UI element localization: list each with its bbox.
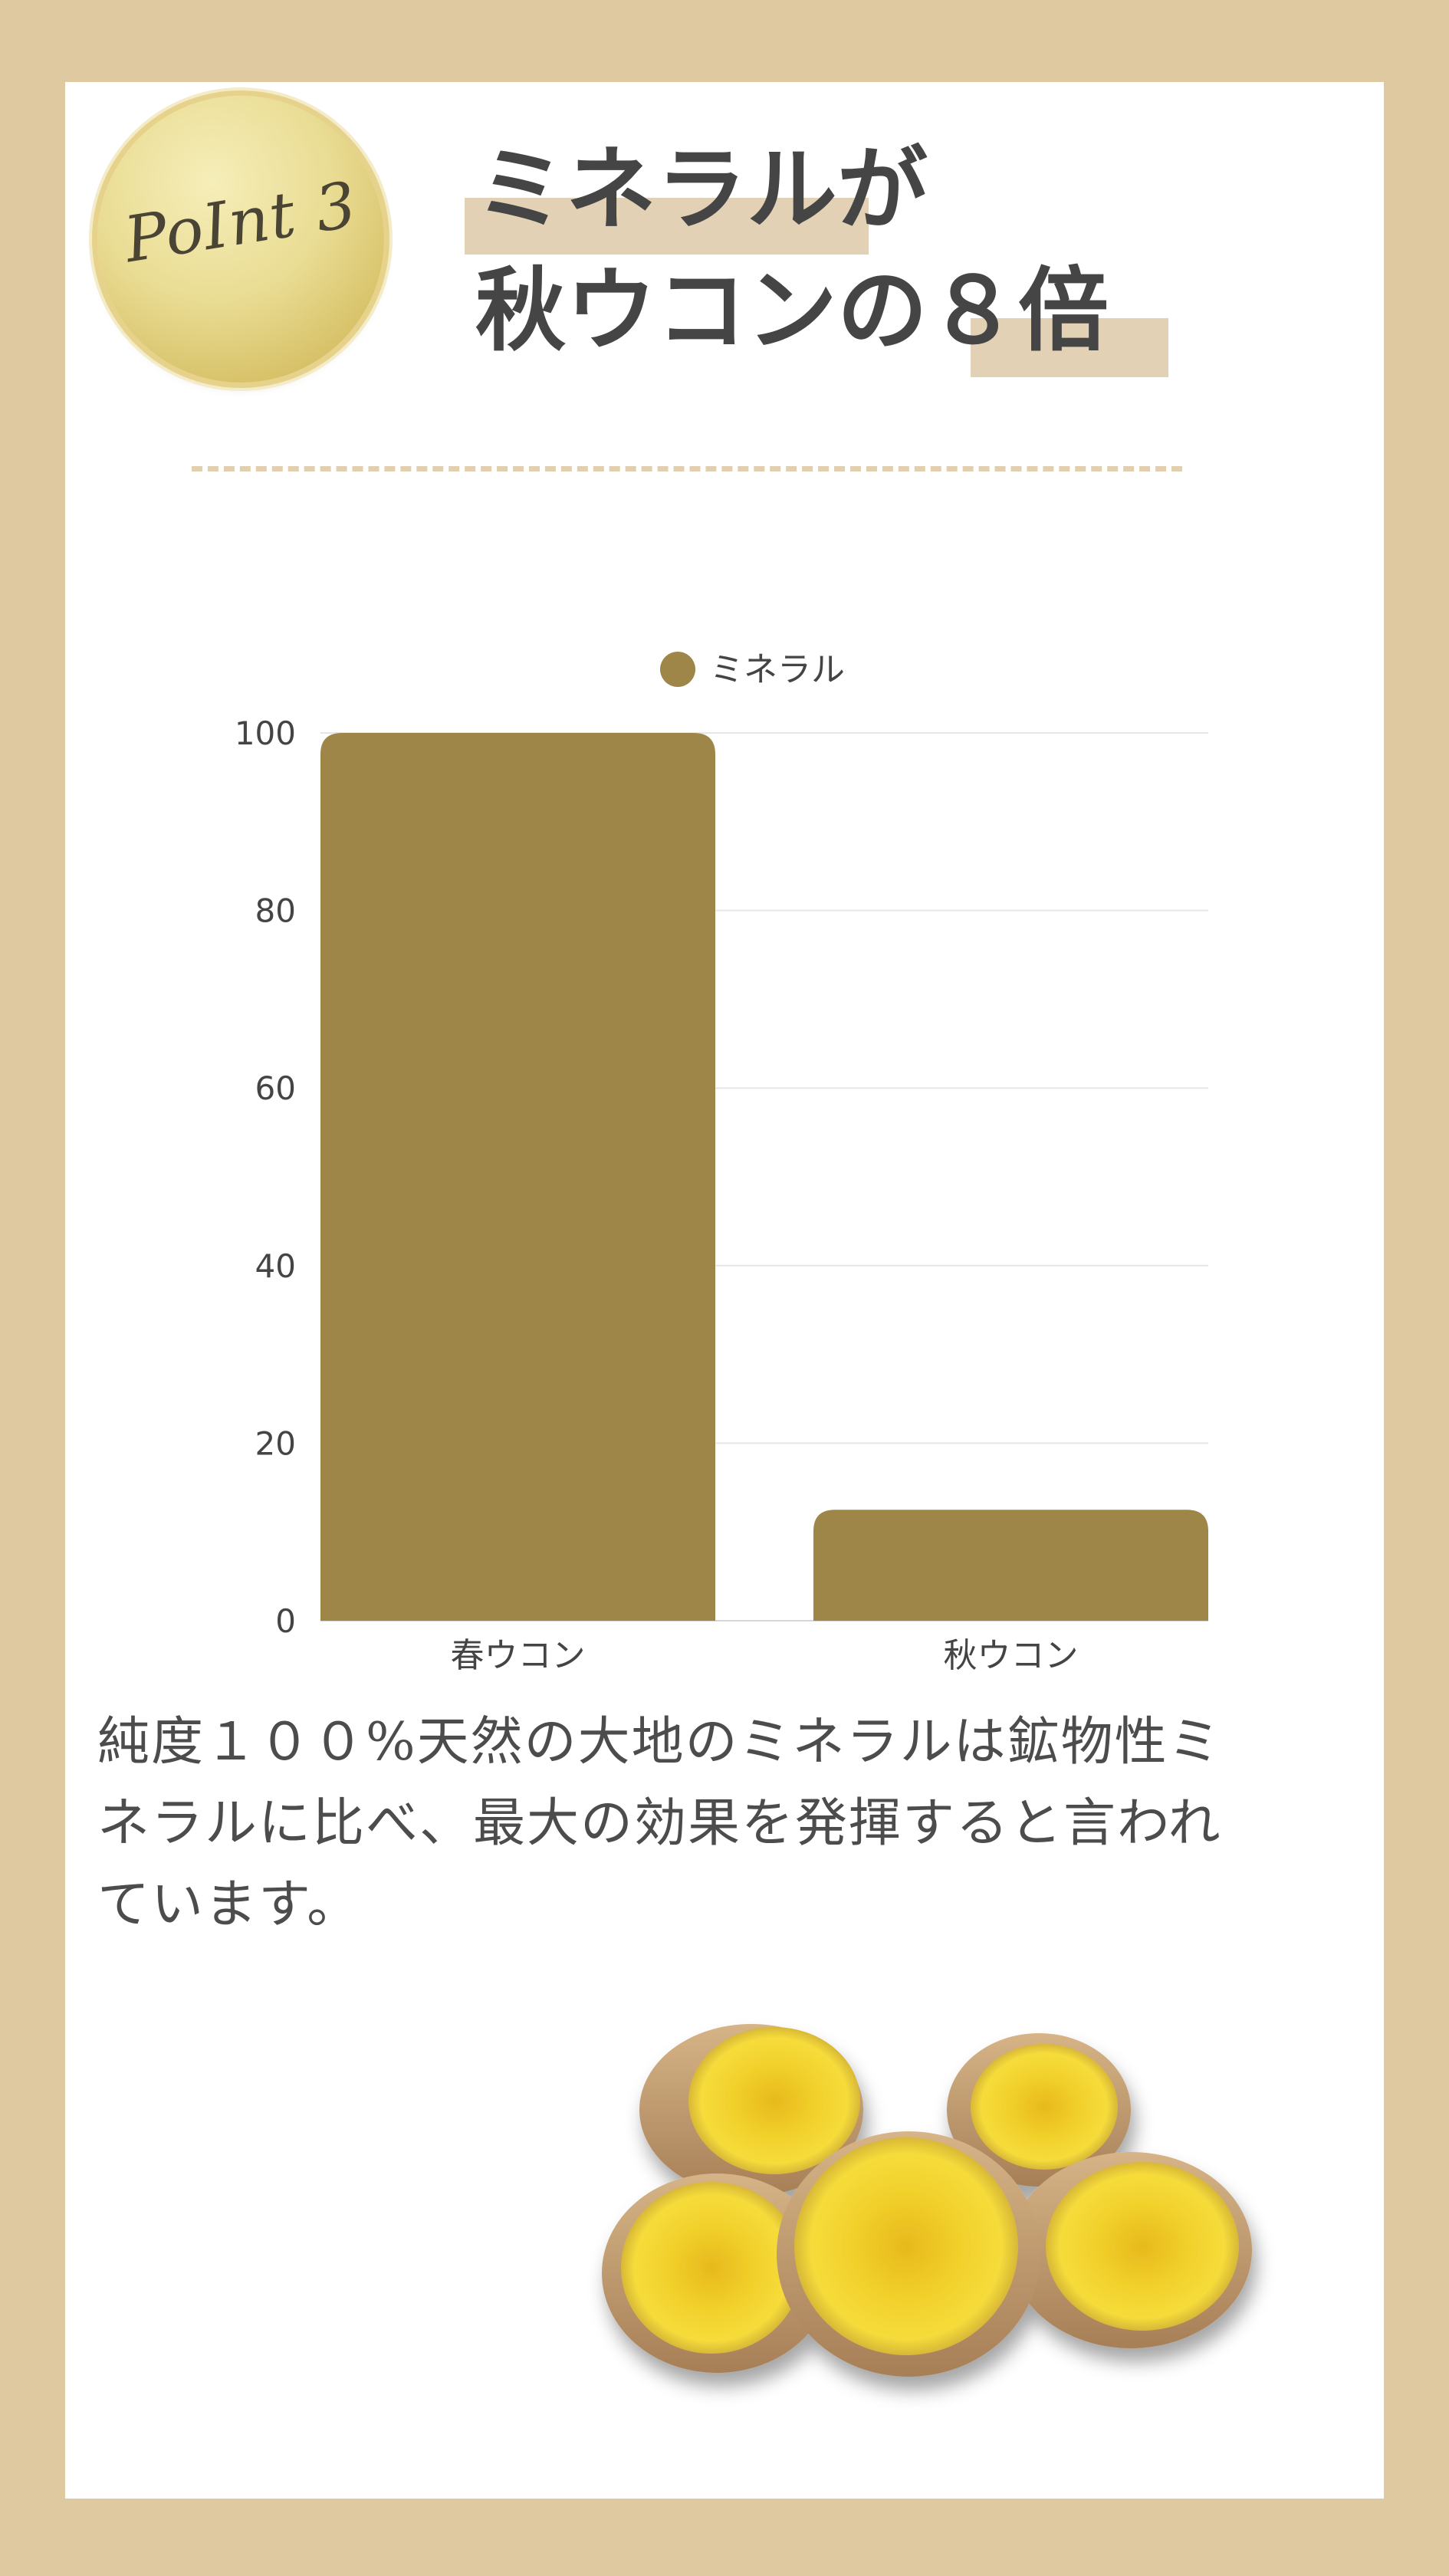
- legend-swatch: [660, 652, 695, 687]
- chart-axis-labels: 0 20 40 60 80 100 春ウコン 秋ウコン: [235, 715, 1079, 1675]
- y-tick-label: 100: [235, 715, 296, 752]
- y-tick-label: 40: [255, 1247, 296, 1285]
- legend-label: ミネラル: [710, 650, 845, 689]
- bar-1: [320, 733, 715, 1621]
- headline: ミネラルが 秋ウコンの８倍: [475, 129, 1109, 371]
- bar-2: [813, 1510, 1208, 1621]
- chart-bars: [320, 733, 1208, 1621]
- headline-highlight-1: [465, 198, 869, 255]
- y-tick-label: 20: [255, 1424, 296, 1462]
- headline-line-2: 秋ウコンの８倍: [475, 257, 1109, 363]
- headline-line-1: ミネラルが: [475, 136, 928, 242]
- y-tick-label: 80: [255, 892, 296, 930]
- x-tick-label: 秋ウコン: [944, 1636, 1079, 1675]
- y-tick-label: 60: [255, 1070, 296, 1107]
- point-badge: PoInt 3: [97, 96, 384, 383]
- dashed-divider: [192, 466, 1182, 472]
- description-text: 純度１００%天然の大地のミネラルは鉱物性ミネラルに比べ、最大の効果を発揮すると言…: [97, 1712, 1222, 1935]
- headline-highlight-2: [971, 318, 1168, 377]
- y-tick-label: 0: [275, 1602, 296, 1640]
- mineral-bar-chart: 0 20 40 60 80 100 春ウコン 秋ウコン ミネラル: [235, 650, 1208, 1675]
- x-tick-label: 春ウコン: [451, 1636, 586, 1675]
- chart-legend: ミネラル: [660, 650, 845, 689]
